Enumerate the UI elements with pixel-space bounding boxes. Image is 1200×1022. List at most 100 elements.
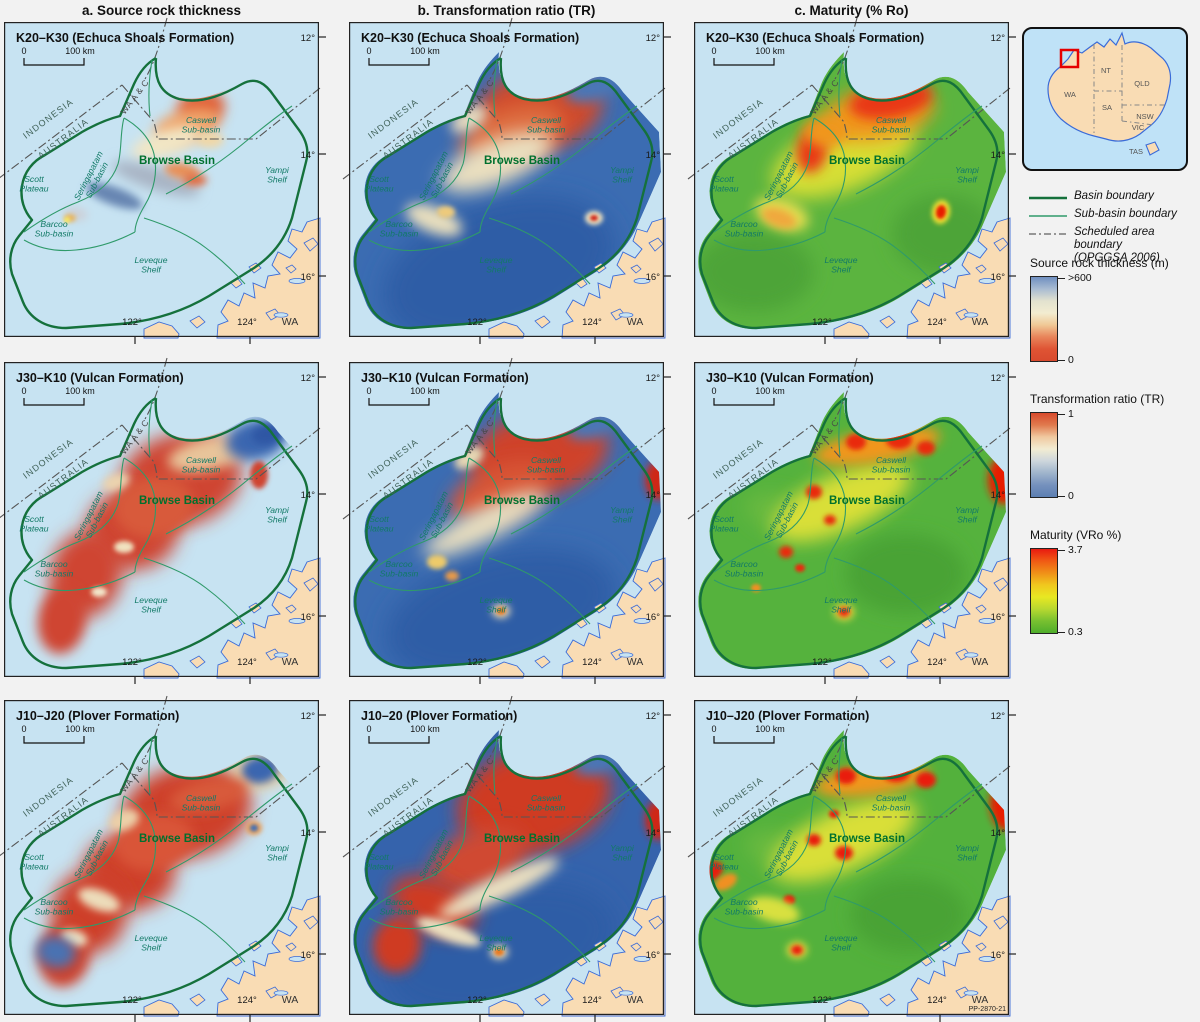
panel-title: J30–K10 (Vulcan Formation) — [16, 371, 184, 385]
heat-blob — [114, 476, 194, 538]
heat-blob — [169, 777, 249, 813]
basin-line-swatch — [1029, 196, 1067, 200]
lake — [288, 956, 306, 962]
scheduled-area-boundary-line — [466, 424, 666, 480]
latitude-label: 12° — [991, 373, 1006, 384]
heat-blob — [806, 485, 822, 499]
kimberley-land — [906, 217, 1011, 339]
latitude-label: 14° — [301, 828, 316, 839]
latitude-label: 16° — [646, 272, 661, 283]
colorbar-max-label: 1 — [1058, 408, 1074, 420]
heat-blob — [835, 846, 853, 860]
colorbar-min-label: 0 — [1058, 490, 1074, 502]
latitude-label: 16° — [301, 612, 316, 623]
scheduled-area-boundary-line — [811, 84, 1011, 140]
scale-bar: 0 100 km — [366, 46, 440, 66]
latitude-label: 12° — [301, 711, 316, 722]
longitude-label: 124° — [582, 995, 602, 1006]
sub-basin-boundary-line — [855, 783, 983, 873]
label-barcoo: Barcoo Sub-basin — [35, 559, 74, 579]
legend-item-scheduled: Scheduled area boundary (OPGGSA 2006) — [1028, 226, 1198, 265]
label-caswell: Caswell Sub-basin — [182, 793, 221, 813]
scale-zero-label: 0 — [21, 386, 26, 396]
scale-zero-label: 0 — [366, 46, 371, 56]
panel-title: J30–K10 (Vulcan Formation) — [706, 371, 874, 385]
scheduled-area-boundary-line — [687, 84, 813, 180]
scale-bar-line — [713, 58, 775, 66]
heat-blob — [108, 809, 140, 831]
sub-basin-boundary-line — [813, 457, 847, 573]
sub-basin-boundary-line — [23, 571, 136, 592]
label-caswell: Caswell Sub-basin — [527, 115, 566, 135]
scheduled-area-boundary-line — [0, 84, 123, 179]
heat-blob — [771, 798, 917, 882]
heat-blob — [779, 546, 793, 558]
panel-frame — [349, 22, 664, 337]
scale-bar: 0 100 km — [366, 724, 440, 744]
island — [630, 264, 642, 274]
label-caswell: Caswell Sub-basin — [182, 115, 221, 135]
figure-id-label: PP-2870-21 — [969, 1006, 1006, 1013]
scale-bar: 0 100 km — [21, 724, 95, 744]
lake — [978, 278, 996, 284]
label-leveque-shelf: Leveque Shelf — [480, 255, 513, 275]
longitude-label: 122° — [467, 657, 487, 668]
heat-blob — [423, 490, 547, 558]
basin-boundary-line — [9, 396, 309, 670]
heat-blob — [988, 456, 1006, 504]
heat-blob — [846, 434, 866, 450]
sub-basin-boundary-line — [510, 783, 638, 873]
island — [534, 993, 551, 1007]
sub-basin-boundary-line — [510, 445, 638, 535]
colorbar-title: Maturity (VRo %) — [1030, 528, 1122, 542]
scale-zero-label: 0 — [366, 724, 371, 734]
heat-blob — [917, 441, 935, 455]
sub-basin-boundary-line — [838, 399, 843, 457]
lake — [273, 990, 289, 996]
colorbar-source-rock-thickness: Source rock thickness (m) >600 0 — [1030, 256, 1198, 366]
longitude-label: 124° — [927, 317, 947, 328]
scheduled-area-boundary-line — [121, 424, 321, 480]
lake — [963, 312, 979, 318]
sub-basin-boundary-line — [23, 909, 136, 930]
heat-blob — [445, 571, 459, 581]
latitude-label: 14° — [301, 490, 316, 501]
sidebar-legend: WA NT QLD SA NSW VIC TAS Basin boundary Sub-ba… — [1022, 0, 1198, 1022]
legend-item-basin: Basin boundary — [1028, 190, 1198, 204]
scale-bar: 0 100 km — [711, 386, 785, 406]
heat-blob — [440, 131, 554, 193]
inset-svg: WA NT QLD SA NSW VIC TAS — [1047, 31, 1172, 156]
heat-blob — [250, 824, 258, 832]
map-panel-r1c1: INDONESIA AUSTRALIA A & C WA Scott Plateau Ser… — [0, 17, 326, 344]
label-yampi-shelf: Yampi Shelf — [955, 843, 980, 863]
heat-blob — [773, 462, 911, 542]
latitude-label: 12° — [301, 373, 316, 384]
tasmania-outline — [1145, 141, 1160, 156]
longitude-label: 122° — [122, 657, 142, 668]
kimberley-land — [561, 895, 666, 1017]
label-barcoo: Barcoo Sub-basin — [380, 897, 419, 917]
scheduled-area-boundary-line — [144, 357, 168, 420]
heat-blob — [851, 877, 967, 953]
heat-blob — [91, 587, 107, 597]
sub-basin-boundary-line — [23, 231, 136, 252]
basin-boundary-line — [699, 56, 999, 330]
panel-frame — [694, 22, 1009, 337]
scale-zero-label: 0 — [711, 386, 716, 396]
land-layer — [488, 895, 666, 1017]
map-panel-r2c1: INDONESIA AUSTRALIA A & C WA Scott Plateau Ser… — [0, 357, 326, 684]
heat-blob — [791, 945, 803, 955]
lake — [618, 652, 634, 658]
heat-blob — [37, 586, 87, 654]
legend-item-label: Scheduled area boundary (OPGGSA 2006) — [1074, 226, 1160, 264]
label-yampi-shelf: Yampi Shelf — [955, 505, 980, 525]
state-label-nt: NT — [1101, 66, 1111, 75]
panel-frame — [694, 362, 1009, 677]
label-yampi-shelf: Yampi Shelf — [265, 505, 290, 525]
lake — [978, 956, 996, 962]
sub-basin-boundary-line — [855, 445, 983, 535]
scale-distance-label: 100 km — [65, 46, 95, 56]
scheduled-area-boundary-line — [687, 762, 813, 858]
latitude-label: 16° — [991, 272, 1006, 283]
scheduled-area-boundary-line — [342, 762, 468, 858]
